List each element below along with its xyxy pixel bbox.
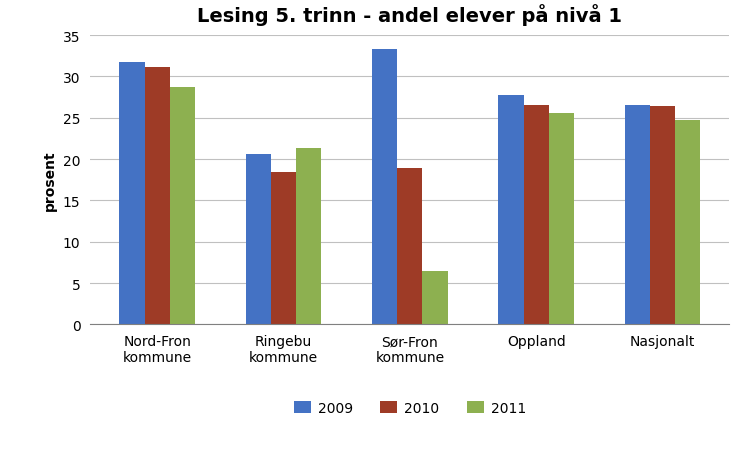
Bar xyxy=(296,148,321,325)
Bar xyxy=(650,107,675,325)
Bar xyxy=(499,96,523,325)
Bar xyxy=(549,114,574,325)
Bar xyxy=(372,50,397,325)
Bar xyxy=(246,155,271,325)
Bar xyxy=(397,169,423,325)
Bar xyxy=(120,63,144,325)
Bar xyxy=(271,173,296,325)
Bar xyxy=(625,106,650,325)
Bar xyxy=(523,106,549,325)
Bar xyxy=(423,271,447,325)
Title: Lesing 5. trinn - andel elever på nivå 1: Lesing 5. trinn - andel elever på nivå 1 xyxy=(197,4,623,26)
Legend: 2009, 2010, 2011: 2009, 2010, 2011 xyxy=(288,395,532,420)
Bar xyxy=(170,88,195,325)
Bar xyxy=(675,121,700,325)
Y-axis label: prosent: prosent xyxy=(44,150,57,211)
Bar xyxy=(144,68,170,325)
